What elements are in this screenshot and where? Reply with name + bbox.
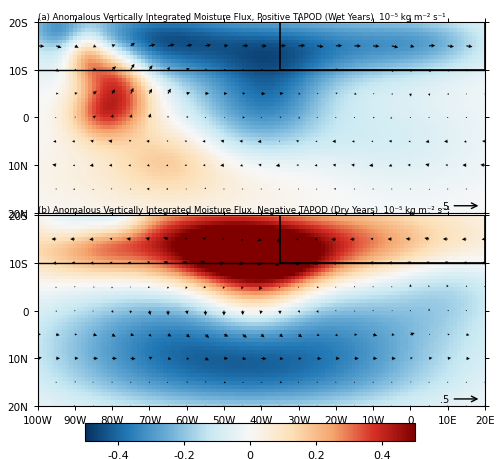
Text: (a) Anomalous Vertically Integrated Moisture Flux, Positive TAPOD (Wet Years)  1: (a) Anomalous Vertically Integrated Mois… <box>38 12 445 22</box>
Bar <box>280 23 485 71</box>
Text: .5: .5 <box>440 394 450 404</box>
Text: .5: .5 <box>440 202 450 211</box>
Bar <box>280 216 485 263</box>
Text: (b) Anomalous Vertically Integrated Moisture Flux, Negative TAPOD (Dry Years)  1: (b) Anomalous Vertically Integrated Mois… <box>38 205 450 214</box>
